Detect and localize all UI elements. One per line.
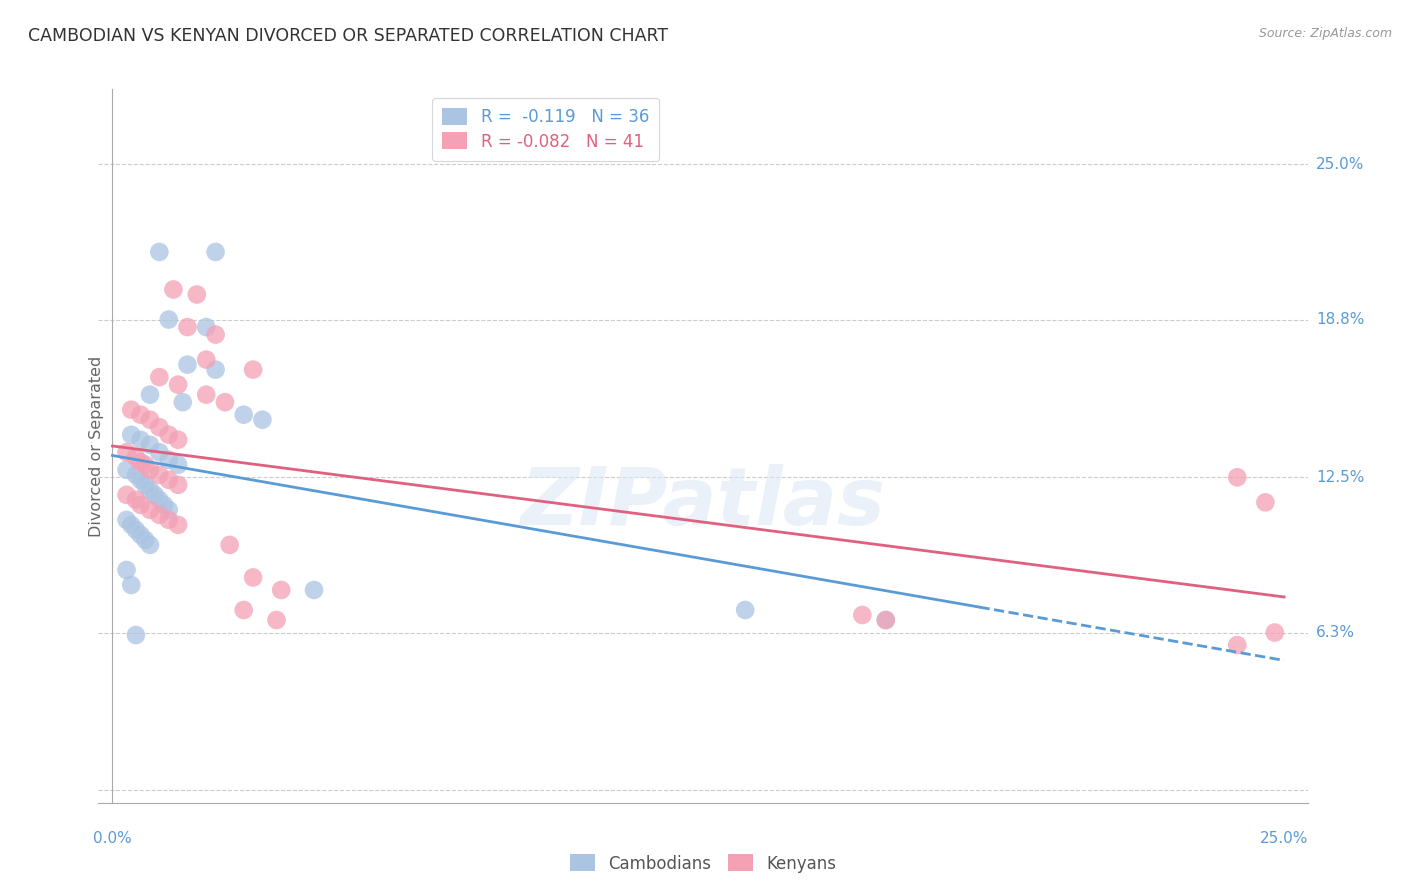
Point [120, 402, 142, 417]
Point [120, 517, 142, 532]
Text: 25.0%: 25.0% [1260, 830, 1309, 846]
Point [167, 458, 190, 472]
Point [157, 503, 180, 517]
Point [125, 450, 148, 465]
Point [195, 387, 218, 401]
Point [139, 538, 162, 552]
Point [148, 508, 170, 522]
Point [129, 455, 152, 469]
Point [129, 473, 152, 487]
Point [134, 478, 156, 492]
Point [186, 287, 208, 301]
Point [157, 312, 180, 326]
Text: 0.0%: 0.0% [93, 830, 132, 846]
Point [115, 513, 138, 527]
Point [125, 523, 148, 537]
Point [148, 420, 170, 434]
Point [851, 607, 873, 622]
Point [232, 603, 254, 617]
Point [115, 488, 138, 502]
Text: Source: ZipAtlas.com: Source: ZipAtlas.com [1258, 27, 1392, 40]
Point [1264, 625, 1286, 640]
Point [157, 452, 180, 467]
Point [143, 488, 166, 502]
Point [115, 445, 138, 459]
Point [875, 613, 897, 627]
Point [167, 478, 190, 492]
Point [115, 563, 138, 577]
Point [167, 377, 190, 392]
Point [120, 427, 142, 442]
Point [134, 533, 156, 547]
Point [139, 483, 162, 497]
Point [176, 320, 198, 334]
Point [139, 413, 162, 427]
Point [266, 613, 288, 627]
Point [204, 327, 226, 342]
Point [139, 463, 162, 477]
Point [270, 582, 292, 597]
Point [139, 387, 162, 401]
Point [167, 433, 190, 447]
Point [125, 492, 148, 507]
Point [148, 370, 170, 384]
Point [1226, 638, 1249, 652]
Point [167, 517, 190, 532]
Point [157, 427, 180, 442]
Legend: R =  -0.119   N = 36, R = -0.082   N = 41: R = -0.119 N = 36, R = -0.082 N = 41 [433, 97, 659, 161]
Point [232, 408, 254, 422]
Point [252, 413, 274, 427]
Point [204, 362, 226, 376]
Text: 18.8%: 18.8% [1316, 312, 1364, 327]
Point [172, 395, 194, 409]
Point [162, 283, 184, 297]
Point [139, 438, 162, 452]
Point [1226, 470, 1249, 484]
Point [157, 513, 180, 527]
Point [195, 352, 218, 367]
Point [129, 528, 152, 542]
Point [242, 362, 264, 376]
Point [734, 603, 756, 617]
Point [302, 582, 325, 597]
Point [129, 408, 152, 422]
Point [153, 498, 176, 512]
Point [125, 467, 148, 482]
Y-axis label: Divorced or Separated: Divorced or Separated [89, 355, 104, 537]
Point [125, 628, 148, 642]
Point [195, 320, 218, 334]
Point [148, 467, 170, 482]
Text: 12.5%: 12.5% [1316, 470, 1364, 484]
Point [148, 492, 170, 507]
Point [120, 578, 142, 592]
Point [1254, 495, 1277, 509]
Text: 6.3%: 6.3% [1316, 625, 1355, 640]
Text: ZIPatlas: ZIPatlas [520, 464, 886, 542]
Point [218, 538, 240, 552]
Point [115, 463, 138, 477]
Point [875, 613, 897, 627]
Point [214, 395, 236, 409]
Point [129, 498, 152, 512]
Point [148, 445, 170, 459]
Point [139, 503, 162, 517]
Point [134, 458, 156, 472]
Text: CAMBODIAN VS KENYAN DIVORCED OR SEPARATED CORRELATION CHART: CAMBODIAN VS KENYAN DIVORCED OR SEPARATE… [28, 27, 668, 45]
Point [176, 358, 198, 372]
Point [148, 244, 170, 259]
Point [242, 570, 264, 584]
Legend: Cambodians, Kenyans: Cambodians, Kenyans [564, 847, 842, 880]
Point [129, 433, 152, 447]
Point [157, 473, 180, 487]
Text: 25.0%: 25.0% [1316, 157, 1364, 172]
Point [204, 244, 226, 259]
